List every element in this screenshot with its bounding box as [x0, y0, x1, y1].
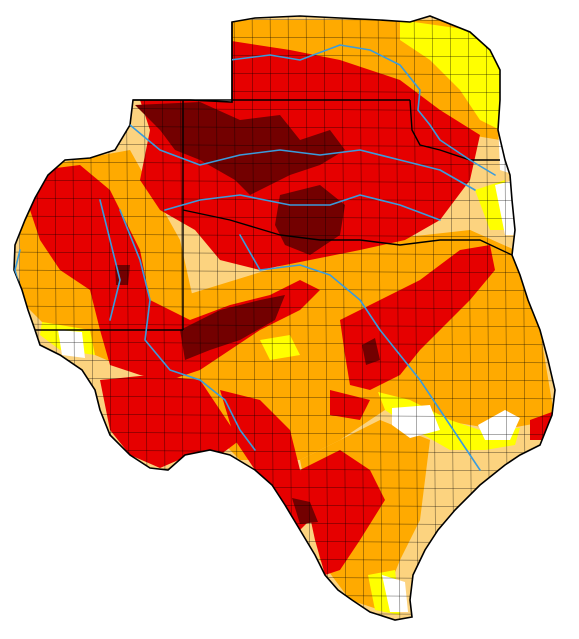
county-line [14, 179, 555, 184]
county-line [14, 287, 555, 292]
county-line [14, 359, 555, 364]
river-2 [129, 124, 476, 191]
river-4 [119, 209, 256, 451]
county-line [0, 630, 579, 633]
drought-region-none-2 [495, 180, 515, 235]
county-line [14, 521, 555, 526]
drought-region-abnormally-dry-1 [400, 20, 500, 130]
county-line [14, 539, 555, 544]
river-5 [239, 234, 481, 471]
state-borders-layer [13, 15, 556, 621]
drought-fill-layer [14, 16, 555, 620]
drought-region-none-3 [58, 330, 85, 358]
rivers-layer [14, 44, 496, 471]
county-line [14, 269, 555, 274]
county-line [395, 16, 401, 620]
drought-region-none-4 [392, 405, 440, 438]
state-border-5 [182, 209, 513, 256]
state-border-4 [409, 99, 500, 161]
county-line [341, 16, 347, 620]
drought-region-exceptional-4 [115, 265, 130, 285]
county-line [14, 593, 555, 598]
county-line [539, 16, 545, 620]
drought-region-extreme-6 [300, 450, 385, 575]
county-line [431, 16, 437, 620]
river-6 [99, 199, 121, 321]
county-line [17, 16, 23, 620]
county-line [14, 557, 555, 562]
county-line [14, 161, 555, 166]
county-line [359, 16, 365, 620]
drought-region-exceptional-5 [362, 338, 380, 365]
county-line [14, 197, 555, 202]
county-line [305, 16, 311, 620]
county-line [558, 0, 562, 639]
county-line [14, 575, 555, 580]
drought-region-none-6 [382, 575, 408, 612]
river-1 [229, 44, 496, 176]
river-3 [164, 194, 441, 221]
county-line [14, 215, 555, 220]
drought-region-extreme-5 [340, 245, 495, 390]
county-line [14, 323, 555, 328]
county-line [323, 16, 329, 620]
county-line [0, 0, 4, 639]
county-line [14, 251, 555, 256]
county-line [0, 0, 579, 3]
county-line [14, 305, 555, 310]
county-line [413, 16, 419, 620]
drought-region-exceptional-1 [135, 102, 345, 195]
drought-region-extreme-7 [330, 390, 370, 420]
region-outline [13, 15, 556, 621]
drought-region-extreme-3 [100, 375, 240, 468]
drought-region-exceptional-2 [275, 185, 345, 255]
drought-region-exceptional-6 [292, 498, 318, 524]
county-line [14, 377, 555, 382]
county-line [14, 611, 555, 616]
drought-region-exceptional-3 [180, 295, 285, 360]
county-line [14, 341, 555, 346]
county-line [377, 16, 383, 620]
